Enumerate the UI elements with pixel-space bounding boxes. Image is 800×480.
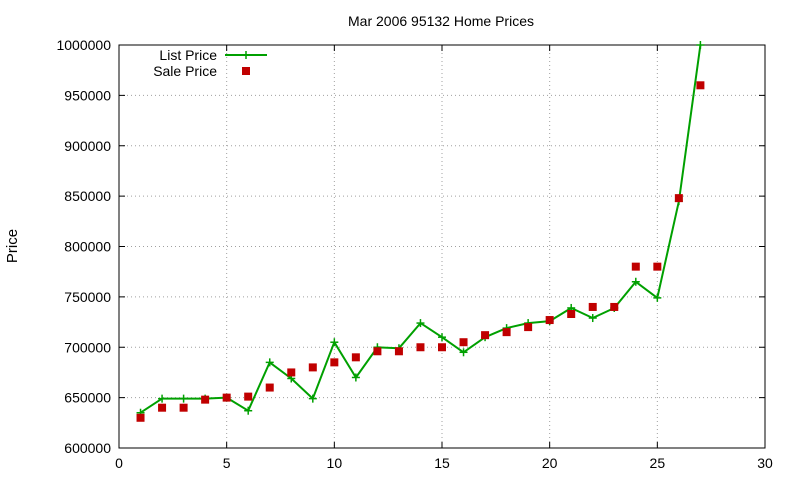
list-price-point <box>588 314 597 323</box>
sale-price-point <box>545 316 554 325</box>
sale-price-point <box>610 302 619 311</box>
list-price-point <box>244 406 253 415</box>
y-tick-label: 900000 <box>64 138 111 154</box>
x-tick-label: 0 <box>115 455 123 471</box>
x-tick-label: 30 <box>757 455 773 471</box>
list-price-point <box>459 348 468 357</box>
sale-price-point <box>244 392 253 401</box>
x-tick-label: 5 <box>223 455 231 471</box>
y-tick-label: 750000 <box>64 289 111 305</box>
list-price-point <box>631 277 640 286</box>
list-price-point <box>158 394 167 403</box>
series-line-list-price <box>139 44 702 414</box>
x-tick-label: 25 <box>650 455 666 471</box>
sale-price-point <box>631 262 640 271</box>
axis-ticks: 0 5 10 15 20 25 30 600000 650000 700000 750000 8000… <box>56 37 773 471</box>
y-tick-label: 850000 <box>64 188 111 204</box>
sale-price-point <box>265 383 274 392</box>
list-price-point <box>265 358 274 367</box>
x-tick-label: 10 <box>327 455 343 471</box>
sale-price-point <box>567 310 576 319</box>
sale-price-point <box>373 347 382 356</box>
y-tick-label: 700000 <box>64 339 111 355</box>
sale-price-point <box>201 395 210 404</box>
legend: List Price Sale Price <box>153 47 267 79</box>
y-tick-label: 650000 <box>64 390 111 406</box>
sale-price-point <box>136 413 145 422</box>
x-tick-label: 15 <box>434 455 450 471</box>
sale-price-point <box>653 262 662 271</box>
sale-price-point <box>481 331 490 340</box>
sale-price-point <box>330 358 339 367</box>
chart-title: Mar 2006 95132 Home Prices <box>348 13 534 29</box>
sale-price-point <box>179 403 188 412</box>
sale-price-point <box>308 363 317 372</box>
list-price-point <box>696 41 705 49</box>
list-price-point <box>351 373 360 382</box>
list-price-point <box>330 338 339 347</box>
list-price-point <box>308 394 317 403</box>
legend-label-sale-price: Sale Price <box>153 63 217 79</box>
series-layer <box>136 41 705 422</box>
sale-price-point <box>158 403 167 412</box>
legend-marker-list-price <box>242 51 250 59</box>
list-price-point <box>653 293 662 302</box>
y-tick-label: 600000 <box>64 440 111 456</box>
list-price-point <box>179 394 188 403</box>
list-price-point <box>438 333 446 342</box>
sale-price-point <box>459 338 468 347</box>
y-tick-label: 800000 <box>64 239 111 255</box>
sale-price-point <box>674 194 683 203</box>
y-axis-label: Price <box>4 229 21 263</box>
sale-price-point <box>351 353 360 362</box>
y-tick-label: 1000000 <box>56 37 111 53</box>
sale-price-point <box>416 343 425 352</box>
sale-price-point <box>438 343 446 352</box>
y-tick-label: 950000 <box>64 87 111 103</box>
sale-price-point <box>394 347 403 356</box>
plot-frame <box>118 44 766 449</box>
list-price-point <box>416 319 425 328</box>
legend-label-list-price: List Price <box>159 47 217 63</box>
sale-price-point <box>287 368 296 377</box>
legend-marker-sale-price <box>242 67 250 75</box>
x-tick-label: 20 <box>542 455 558 471</box>
sale-price-point <box>696 81 705 90</box>
sale-price-point <box>502 328 511 337</box>
sale-price-point <box>222 393 231 402</box>
sale-price-point <box>524 323 533 332</box>
sale-price-point <box>588 302 597 311</box>
